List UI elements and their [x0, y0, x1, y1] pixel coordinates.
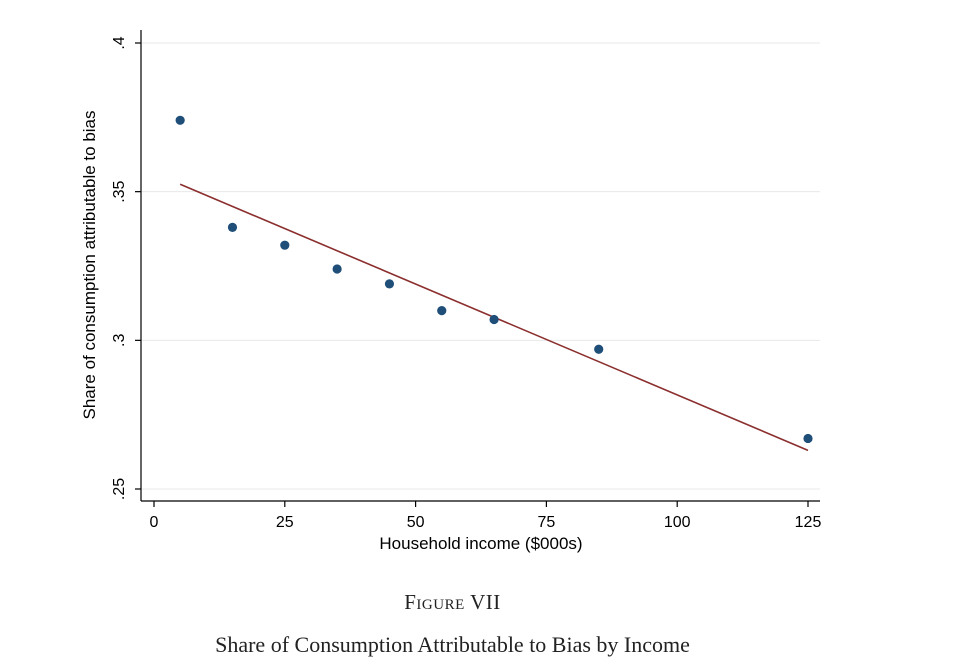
data-point [594, 344, 604, 354]
data-point [384, 279, 395, 289]
gridlines [141, 42, 820, 490]
y-tick-label: .25 [111, 478, 128, 500]
figure-caption: Share of Consumption Attributable to Bia… [215, 632, 690, 657]
data-point [227, 222, 238, 232]
axes [135, 30, 820, 507]
y-tick-label: .3 [111, 334, 128, 347]
x-tick-label: 75 [538, 514, 556, 531]
data-point [489, 314, 499, 325]
data-point [437, 306, 447, 316]
data-point [803, 433, 813, 444]
y-tick-label: .35 [111, 180, 128, 202]
data-point [175, 115, 185, 125]
x-tick-label: 50 [407, 514, 425, 531]
x-tick-label: 25 [276, 514, 294, 531]
x-axis-title: Household income ($000s) [379, 534, 582, 553]
data-point [280, 240, 290, 250]
figure-label: Figure VII [404, 590, 501, 614]
data-point [332, 264, 342, 274]
y-tick-label: .4 [111, 36, 128, 49]
data-points [175, 115, 813, 444]
y-axis-title: Share of consumption attributable to bia… [80, 110, 99, 419]
x-tick-label: 0 [150, 514, 159, 531]
tick-labels: .25 .3 .35 .4 0 25 50 75 100 125 [111, 36, 821, 531]
x-tick-label: 100 [664, 514, 691, 531]
x-tick-label: 125 [795, 514, 822, 531]
